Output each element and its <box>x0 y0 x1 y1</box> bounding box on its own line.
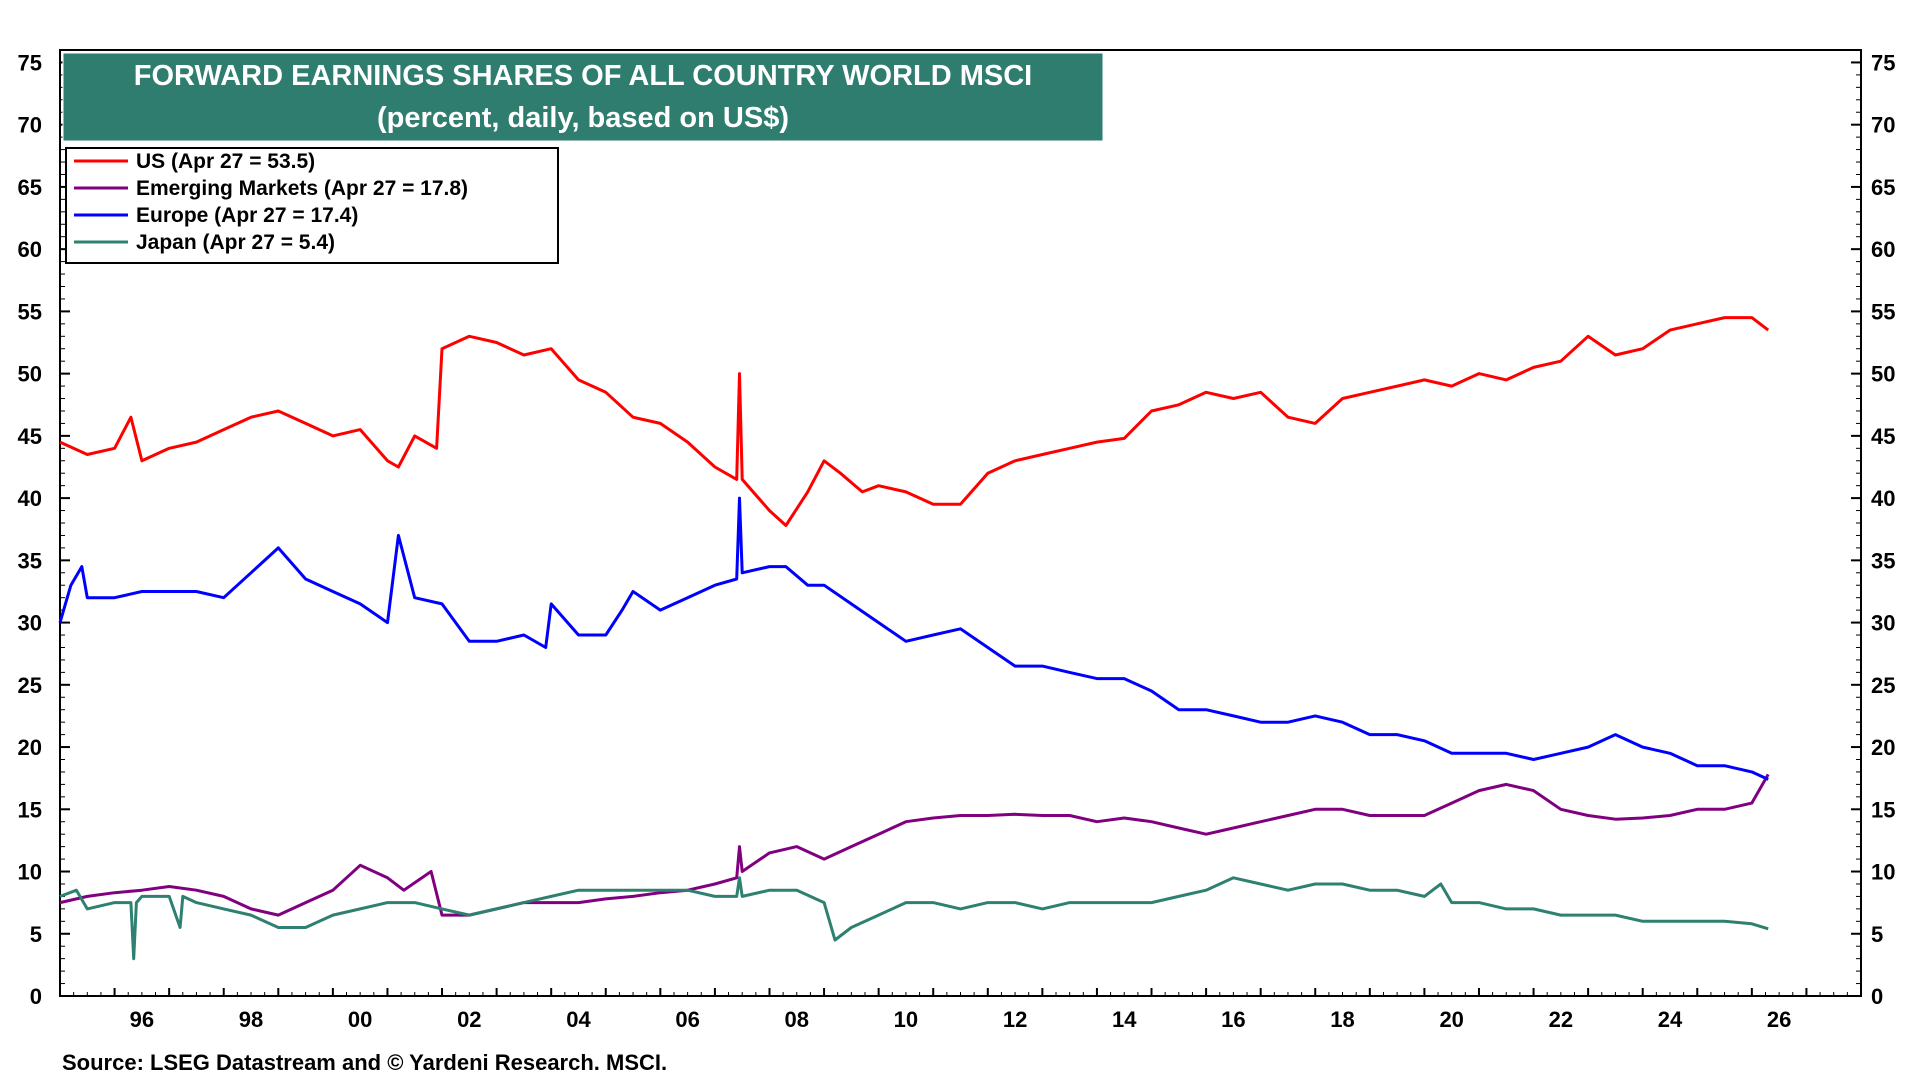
y-tick-label-left: 30 <box>18 611 42 636</box>
y-tick-label-right: 10 <box>1871 860 1895 885</box>
y-tick-label-left: 20 <box>18 735 42 760</box>
x-tick-label: 02 <box>457 1007 481 1032</box>
legend-label-us: US (Apr 27 = 53.5) <box>136 150 315 173</box>
x-tick-label: 04 <box>566 1007 591 1032</box>
y-tick-label-left: 50 <box>18 362 42 387</box>
y-tick-label-left: 0 <box>30 984 42 1009</box>
legend-label-japan: Japan (Apr 27 = 5.4) <box>136 231 335 254</box>
y-tick-label-left: 5 <box>30 922 42 947</box>
y-tick-label-right: 25 <box>1871 673 1895 698</box>
x-tick-label: 24 <box>1658 1007 1683 1032</box>
x-tick-label: 22 <box>1549 1007 1573 1032</box>
source-note: Source: LSEG Datastream and © Yardeni Re… <box>62 1050 667 1075</box>
y-tick-label-left: 65 <box>18 175 42 200</box>
y-tick-label-right: 65 <box>1871 175 1895 200</box>
y-tick-label-left: 75 <box>18 50 42 75</box>
y-tick-label-right: 50 <box>1871 362 1895 387</box>
y-tick-label-right: 70 <box>1871 113 1895 138</box>
chart-subtitle: (percent, daily, based on US$) <box>377 102 789 134</box>
x-tick-label: 16 <box>1221 1007 1245 1032</box>
x-tick-label: 08 <box>785 1007 809 1032</box>
x-tick-label: 06 <box>675 1007 699 1032</box>
legend-label-europe: Europe (Apr 27 = 17.4) <box>136 204 358 227</box>
y-tick-label-right: 40 <box>1871 486 1895 511</box>
y-tick-label-right: 60 <box>1871 237 1895 262</box>
x-tick-label: 14 <box>1112 1007 1137 1032</box>
chart-title: FORWARD EARNINGS SHARES OF ALL COUNTRY W… <box>134 60 1032 92</box>
y-tick-label-right: 45 <box>1871 424 1895 449</box>
y-tick-label-right: 5 <box>1871 922 1883 947</box>
y-tick-label-left: 35 <box>18 548 42 573</box>
x-tick-label: 10 <box>894 1007 918 1032</box>
x-tick-label: 98 <box>239 1007 263 1032</box>
y-tick-label-left: 15 <box>18 797 42 822</box>
title-box: FORWARD EARNINGS SHARES OF ALL COUNTRY W… <box>62 52 1104 142</box>
y-tick-label-left: 55 <box>18 299 42 324</box>
x-tick-label: 12 <box>1003 1007 1027 1032</box>
y-tick-label-left: 70 <box>18 113 42 138</box>
y-tick-label-left: 25 <box>18 673 42 698</box>
x-tick-label: 20 <box>1439 1007 1463 1032</box>
y-tick-label-right: 20 <box>1871 735 1895 760</box>
series-layer <box>58 316 1770 961</box>
series-line-europe <box>58 496 1769 781</box>
y-tick-label-left: 60 <box>18 237 42 262</box>
legend: US (Apr 27 = 53.5) Emerging Markets (Apr… <box>65 147 559 264</box>
y-tick-label-right: 30 <box>1871 611 1895 636</box>
x-axis: 96 98 00 02 04 06 08 10 12 14 16 18 20 22 24 26 <box>59 988 1862 1032</box>
y-tick-label-left: 40 <box>18 486 42 511</box>
x-tick-label: 00 <box>348 1007 372 1032</box>
x-tick-label: 18 <box>1330 1007 1354 1032</box>
y-tick-label-right: 15 <box>1871 797 1895 822</box>
series-line-japan <box>59 876 1769 961</box>
series-line-emerging-markets <box>59 773 1770 917</box>
series-line-us <box>59 316 1770 527</box>
y-tick-label-right: 0 <box>1871 984 1883 1009</box>
x-tick-label: 26 <box>1767 1007 1791 1032</box>
y-tick-label-left: 45 <box>18 424 42 449</box>
y-tick-label-right: 55 <box>1871 299 1895 324</box>
y-tick-label-right: 35 <box>1871 548 1895 573</box>
legend-label-emerging-markets: Emerging Markets (Apr 27 = 17.8) <box>136 177 468 200</box>
y-tick-label-left: 10 <box>18 860 42 885</box>
x-tick-label: 96 <box>130 1007 154 1032</box>
y-tick-label-right: 75 <box>1871 50 1895 75</box>
